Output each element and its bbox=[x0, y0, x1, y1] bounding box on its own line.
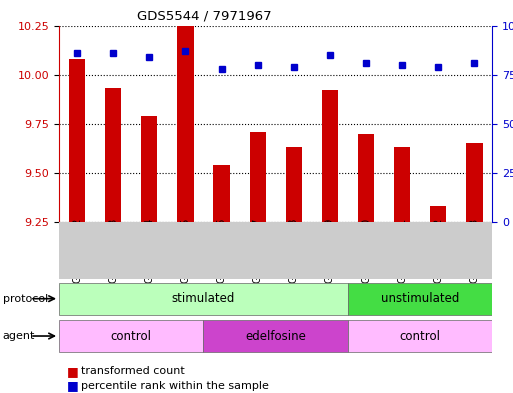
Text: protocol: protocol bbox=[3, 294, 48, 304]
Bar bbox=[213, 165, 230, 222]
Text: GSM1084278: GSM1084278 bbox=[289, 218, 299, 283]
Text: GSM1084263: GSM1084263 bbox=[469, 218, 480, 283]
Text: GSM1084275: GSM1084275 bbox=[181, 218, 190, 283]
FancyBboxPatch shape bbox=[167, 223, 204, 278]
Bar bbox=[69, 59, 85, 222]
Text: GSM1084260: GSM1084260 bbox=[361, 218, 371, 283]
FancyBboxPatch shape bbox=[204, 223, 240, 278]
Text: GSM1084273: GSM1084273 bbox=[108, 218, 118, 283]
Bar bbox=[177, 26, 193, 222]
Bar bbox=[141, 116, 157, 222]
FancyBboxPatch shape bbox=[59, 320, 204, 352]
FancyBboxPatch shape bbox=[131, 223, 167, 278]
FancyBboxPatch shape bbox=[384, 223, 420, 278]
Text: GSM1084261: GSM1084261 bbox=[397, 218, 407, 283]
Text: GSM1084276: GSM1084276 bbox=[216, 218, 227, 283]
Text: GDS5544 / 7971967: GDS5544 / 7971967 bbox=[137, 10, 272, 23]
FancyBboxPatch shape bbox=[348, 283, 492, 314]
FancyBboxPatch shape bbox=[348, 320, 492, 352]
Text: GSM1084277: GSM1084277 bbox=[253, 218, 263, 283]
Bar bbox=[358, 134, 374, 222]
Bar bbox=[394, 147, 410, 222]
Text: percentile rank within the sample: percentile rank within the sample bbox=[81, 381, 269, 391]
Text: transformed count: transformed count bbox=[81, 366, 185, 376]
Bar bbox=[322, 90, 338, 222]
Text: stimulated: stimulated bbox=[172, 292, 235, 305]
Text: control: control bbox=[111, 329, 152, 343]
FancyBboxPatch shape bbox=[457, 223, 492, 278]
FancyBboxPatch shape bbox=[420, 223, 457, 278]
Bar bbox=[286, 147, 302, 222]
FancyBboxPatch shape bbox=[204, 320, 348, 352]
Text: ■: ■ bbox=[67, 379, 78, 393]
Text: edelfosine: edelfosine bbox=[245, 329, 306, 343]
Bar bbox=[466, 143, 483, 222]
FancyBboxPatch shape bbox=[312, 223, 348, 278]
Bar bbox=[430, 206, 446, 222]
Text: GSM1084272: GSM1084272 bbox=[72, 218, 82, 283]
FancyBboxPatch shape bbox=[240, 223, 275, 278]
Text: control: control bbox=[400, 329, 441, 343]
FancyBboxPatch shape bbox=[59, 283, 348, 314]
FancyBboxPatch shape bbox=[59, 223, 95, 278]
Bar bbox=[249, 132, 266, 222]
FancyBboxPatch shape bbox=[348, 223, 384, 278]
Text: agent: agent bbox=[3, 331, 35, 341]
FancyBboxPatch shape bbox=[95, 223, 131, 278]
FancyBboxPatch shape bbox=[275, 223, 312, 278]
Text: GSM1084274: GSM1084274 bbox=[144, 218, 154, 283]
Bar bbox=[105, 88, 121, 222]
Text: ■: ■ bbox=[67, 365, 78, 378]
Text: GSM1084279: GSM1084279 bbox=[325, 218, 335, 283]
Text: unstimulated: unstimulated bbox=[381, 292, 460, 305]
Text: GSM1084262: GSM1084262 bbox=[433, 218, 443, 283]
